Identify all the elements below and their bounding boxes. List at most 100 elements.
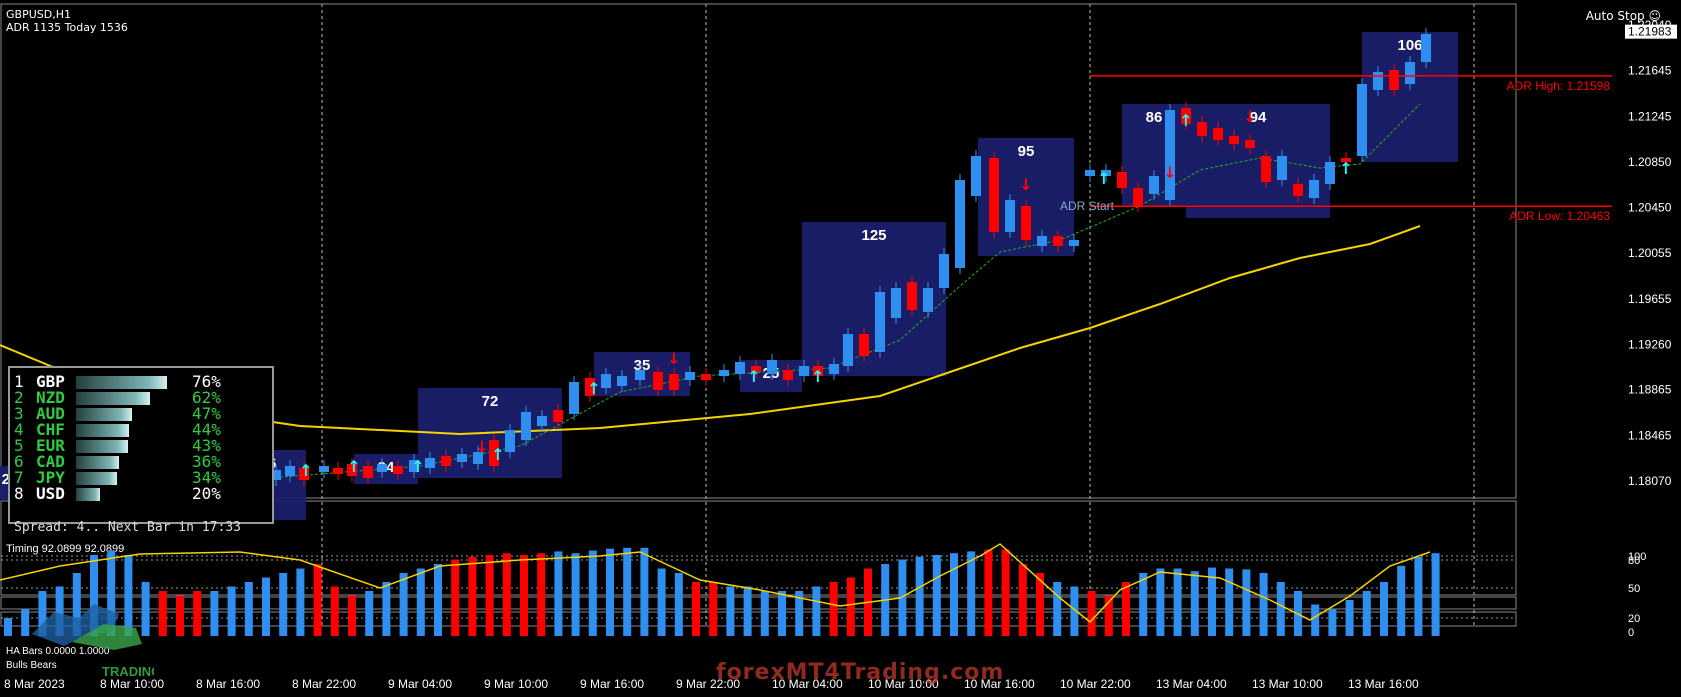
strength-row-cad: 6 CAD 36% — [14, 452, 221, 471]
y-tick-11: 1.18070 — [1628, 474, 1672, 488]
candle-68 — [1357, 84, 1367, 156]
x-tick-5: 9 Mar 10:00 — [484, 677, 548, 691]
timing-bar-31 — [537, 553, 546, 636]
candle-15 — [505, 430, 515, 452]
timing-bar-77 — [1328, 609, 1337, 636]
candle-5 — [347, 464, 357, 476]
timing-bar-78 — [1345, 600, 1354, 636]
adr_low-label: ADR Low: 1.20463 — [1509, 209, 1610, 223]
timing-bar-41 — [709, 582, 718, 636]
candle-48 — [1037, 236, 1047, 246]
candle-59 — [1213, 128, 1223, 140]
auto-stop-label[interactable]: Auto Stop ☺ — [1585, 9, 1661, 23]
currency-strength-meter: Spread: 4.. Next Bar in 17:33 1 GBP 76% 2 NZ… — [8, 366, 274, 535]
timing-bar-55 — [950, 553, 958, 636]
adr_high-label: ADR High: 1.21598 — [1507, 79, 1611, 93]
timing-bar-9 — [158, 591, 167, 636]
candle-4 — [333, 468, 343, 474]
strength-percent: 43% — [192, 436, 221, 455]
candle-47 — [1021, 206, 1031, 240]
x-tick-14: 13 Mar 16:00 — [1348, 677, 1419, 691]
candle-1 — [285, 466, 295, 476]
y-tick-3: 1.21245 — [1628, 109, 1672, 123]
candle-30 — [751, 366, 761, 372]
timing-bar-82 — [1414, 556, 1423, 636]
candle-12 — [457, 454, 467, 462]
strength-currency: CHF — [36, 420, 65, 439]
timing-bar-36 — [623, 547, 632, 636]
candle-14 — [489, 440, 499, 466]
candle-46 — [1005, 200, 1015, 232]
range-box-label-6: 95 — [1018, 143, 1035, 160]
strength-bar — [76, 456, 120, 469]
strength-rank: 2 — [14, 388, 24, 407]
strength-row-usd: 8 USD 20% — [14, 486, 221, 502]
timing-bar-12 — [210, 591, 219, 636]
candle-69 — [1373, 72, 1383, 90]
sell-arrow-icon-1: ↓ — [667, 349, 680, 368]
timing-level-4: 0 — [1628, 627, 1634, 639]
timing-level-3: 20 — [1628, 613, 1640, 625]
y-tick-8: 1.19260 — [1628, 337, 1672, 351]
timing-bar-3 — [55, 586, 64, 636]
strength-currency: NZD — [36, 388, 65, 407]
candle-17 — [537, 416, 547, 426]
x-tick-12: 13 Mar 04:00 — [1156, 677, 1227, 691]
candle-65 — [1309, 180, 1319, 198]
spread-timer-label: Spread: 4.. Next Bar in 17:33 — [14, 520, 241, 535]
timing-bar-48 — [829, 582, 838, 636]
timing-bar-27 — [468, 556, 477, 636]
timing-bar-49 — [846, 577, 855, 636]
candle-22 — [617, 376, 627, 386]
candle-58 — [1197, 122, 1207, 136]
candle-3 — [319, 466, 329, 472]
x-tick-13: 13 Mar 10:00 — [1252, 677, 1323, 691]
strength-bar — [76, 392, 151, 405]
strength-rank: 6 — [14, 452, 24, 471]
timing-bar-32 — [554, 551, 563, 636]
buy-arrow-icon-0: ↑ — [299, 461, 312, 480]
timing-bar-67 — [1156, 568, 1165, 636]
timing-bar-11 — [193, 591, 202, 636]
candle-35 — [829, 364, 839, 374]
y-tick-10: 1.18465 — [1628, 429, 1672, 443]
x-tick-11: 10 Mar 22:00 — [1060, 677, 1131, 691]
timing-bar-7 — [124, 555, 133, 636]
timing-bar-35 — [606, 548, 614, 636]
buy-arrow-icon-1: ↑ — [347, 457, 360, 476]
timing-bar-74 — [1276, 582, 1285, 636]
timing-level-0: 100 — [1628, 551, 1646, 563]
timing-bar-72 — [1242, 569, 1251, 636]
ha-bars-label: HA Bars 0.0000 1.0000 — [6, 646, 110, 657]
strength-rank: 7 — [14, 468, 24, 487]
timing-bar-18 — [313, 564, 322, 636]
adr-info-label: ADR 1135 Today 1536 — [6, 21, 128, 34]
timing-bar-61 — [1053, 582, 1062, 636]
candle-9 — [409, 460, 419, 472]
x-tick-4: 9 Mar 04:00 — [388, 677, 452, 691]
y-tick-6: 1.20055 — [1628, 246, 1672, 260]
timing-bar-16 — [279, 573, 288, 636]
strength-currency: EUR — [36, 436, 65, 455]
strength-currency: AUD — [36, 404, 65, 423]
x-tick-10: 10 Mar 16:00 — [964, 677, 1035, 691]
candle-71 — [1405, 62, 1415, 84]
timing-bar-39 — [674, 573, 683, 636]
timing-bar-1 — [21, 609, 30, 636]
buy-arrow-icon-5: ↑ — [747, 367, 760, 386]
x-tick-7: 9 Mar 22:00 — [676, 677, 740, 691]
candle-28 — [719, 370, 729, 376]
timing-bar-66 — [1139, 573, 1148, 636]
candle-55 — [1149, 176, 1159, 194]
candle-62 — [1261, 156, 1271, 182]
sell-arrow-icon-0: ↓ — [475, 437, 488, 456]
x-tick-1: 8 Mar 10:00 — [100, 677, 164, 691]
timing-bar-69 — [1190, 571, 1199, 636]
timing-label: Timing 92.0899 92.0899 — [6, 543, 124, 555]
bulls-bears-label: Bulls Bears — [6, 660, 57, 671]
candle-60 — [1229, 136, 1239, 144]
y-tick-5: 1.20450 — [1628, 201, 1672, 215]
strength-percent: 34% — [192, 468, 221, 487]
candle-13 — [473, 452, 483, 464]
